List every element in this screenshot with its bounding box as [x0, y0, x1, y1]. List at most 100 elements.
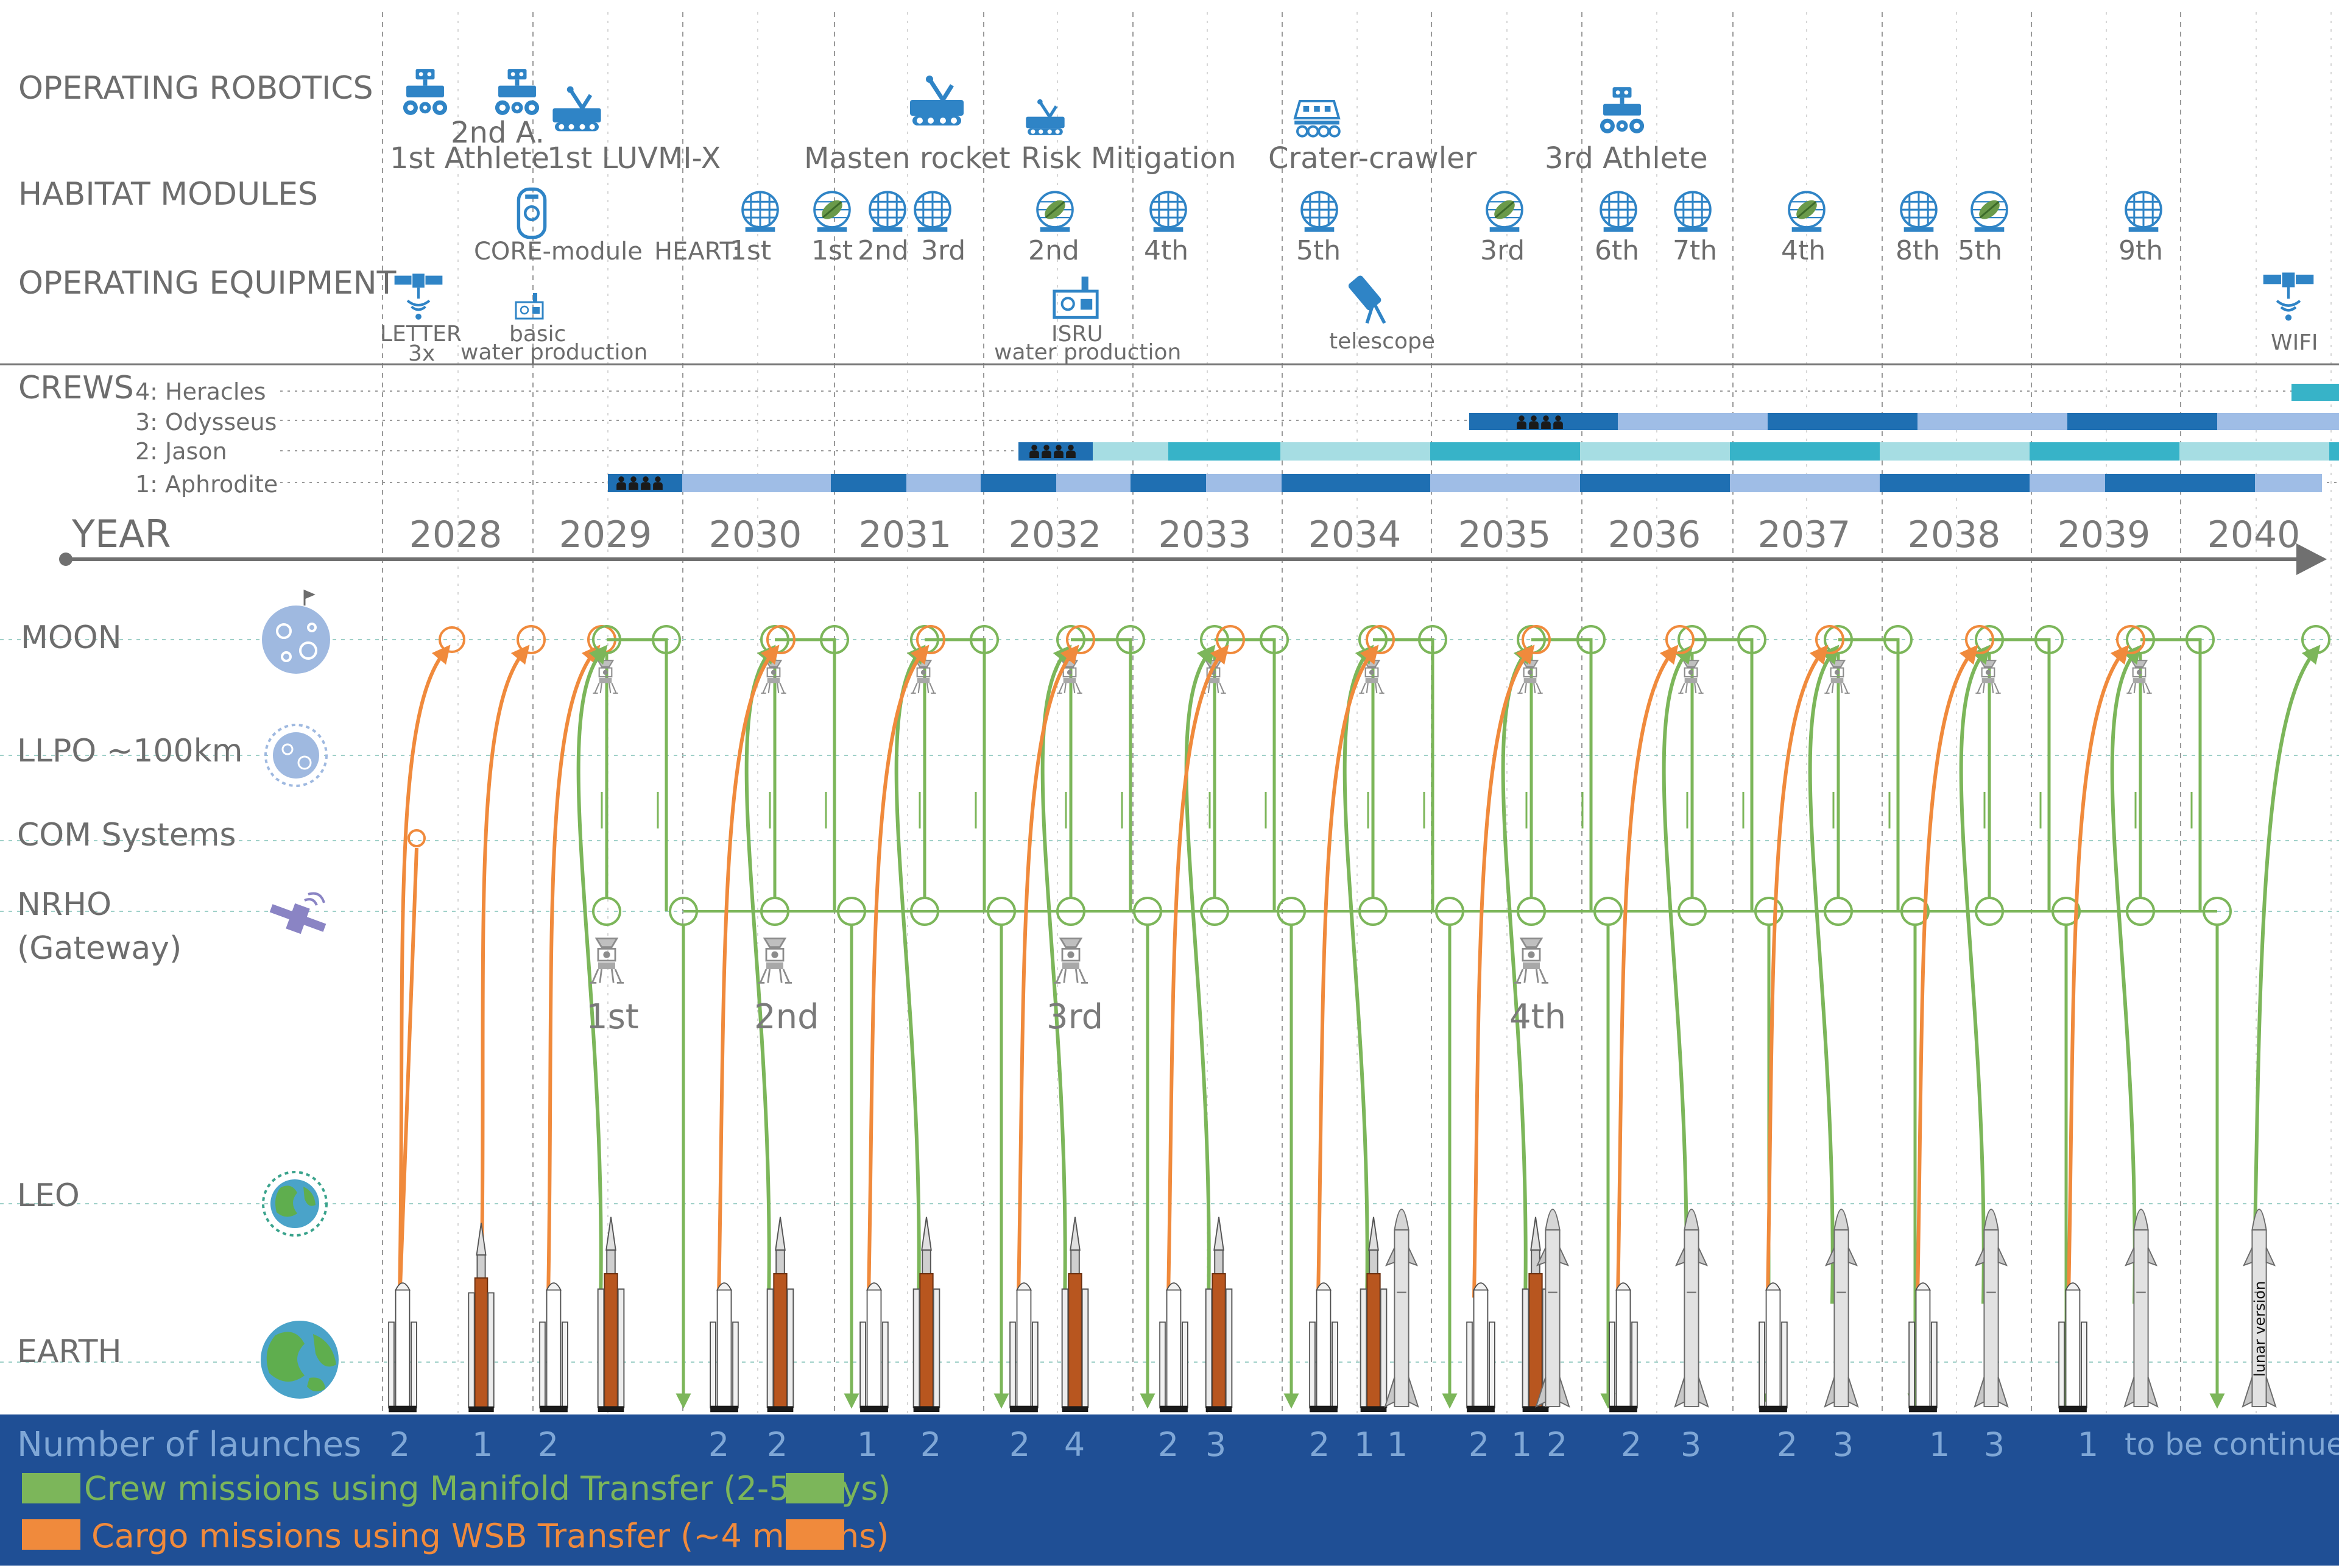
cargo-path: [546, 645, 601, 1298]
sls-rocket-icon: [468, 1222, 495, 1413]
moon-node: [1260, 625, 1289, 654]
cargo-moon-node: [1066, 625, 1095, 654]
starship-rocket-icon: [1384, 1209, 1419, 1407]
cargo-moon-node: [1815, 625, 1844, 654]
crew-segment: [2329, 442, 2339, 461]
cargo-path: [479, 645, 530, 1298]
cargo-moon-node: [1665, 625, 1695, 654]
cargo-moon-node: [1522, 625, 1551, 654]
crew-loop-path: [607, 638, 668, 911]
crew-segment: [906, 474, 981, 492]
cargo-moon-node: [439, 626, 465, 653]
transfer-arrow: [1832, 792, 1891, 828]
moon-node: [2034, 625, 2064, 654]
llpo-moon-icon: [264, 724, 328, 787]
robotics-label: Crater-crawler: [1268, 141, 1477, 175]
year-ticks: 2028 2029 2030 2031 2032 2033 2034 2035 2036 2037…: [409, 514, 2301, 556]
level-label-earth: EARTH: [17, 1333, 122, 1370]
launch-count: 2: [708, 1425, 729, 1464]
crew-arc-path: [576, 645, 608, 1304]
heart-module-icon: [869, 191, 906, 233]
starship-rocket-icon: [1974, 1209, 2009, 1407]
heavy-rocket-icon: [539, 1282, 568, 1413]
equipment-label: telescope: [1329, 329, 1435, 354]
crew-loop-path: [1692, 638, 1754, 911]
launches-title: Number of launches: [17, 1425, 361, 1464]
crew-arc-path: [1342, 645, 1374, 1304]
year-tick: 2036: [1608, 514, 1701, 556]
year-tick: 2035: [1458, 514, 1551, 556]
crew-segment: [2030, 442, 2179, 461]
greenhouse-module-icon: [1036, 191, 1074, 233]
gateway-station-icon: [269, 892, 326, 934]
moon-node: [1737, 625, 1766, 654]
transfer-arrow: [601, 792, 659, 828]
heart-module-icon: [741, 191, 779, 233]
crew-legend-swatch: [22, 1473, 80, 1503]
transfer-arrow: [1983, 792, 2042, 828]
cargo-moon-node: [1965, 625, 1994, 654]
crew-segment: [1430, 474, 1580, 492]
crew-arc-path: [2110, 645, 2142, 1304]
equipment-label: WIFI: [2271, 330, 2318, 355]
moon-node: [1116, 625, 1145, 654]
launch-count: 2: [1309, 1425, 1330, 1464]
crew-loop-path: [1215, 638, 1276, 911]
cargo-path: [1766, 645, 1829, 1298]
crew-segment: [2067, 413, 2217, 430]
robotics-label: Risk Mitigation: [1021, 141, 1236, 175]
crew-arc-path: [2252, 645, 2321, 1304]
crew-loop-path: [1373, 638, 1434, 911]
crew-segment: [682, 474, 831, 492]
launch-count: 2: [1547, 1425, 1567, 1464]
crew-loop-path: [1838, 638, 1900, 911]
cargo-moon-node: [517, 625, 546, 654]
level-label-leo: LEO: [17, 1178, 80, 1214]
row-label-robotics: OPERATING ROBOTICS: [18, 70, 373, 107]
cargo-moon-node: [1216, 625, 1245, 654]
habitat-label: 9th: [2119, 235, 2163, 266]
starship-rocket-icon: [1824, 1209, 1859, 1407]
mission-paths: [398, 625, 2330, 1409]
athlete-robot-icon: [1600, 87, 1645, 133]
crew-segment: [1580, 442, 1730, 461]
year-tick: 2034: [1308, 514, 1402, 556]
equipment-label: LETTER: [380, 322, 462, 347]
launch-count: 3: [1681, 1425, 1701, 1464]
habitat-label: 8th: [1896, 235, 1940, 266]
crew-segment: [1768, 413, 1917, 430]
moon-node: [1418, 625, 1447, 654]
level-label-com: COM Systems: [17, 817, 236, 853]
crew-arc-path: [1040, 645, 1072, 1304]
heavy-rocket-icon: [2058, 1282, 2087, 1413]
cargo-path: [1316, 645, 1379, 1298]
habitat-label: 3rd: [1480, 235, 1525, 266]
crew-loop-path: [775, 638, 836, 911]
year-tick: 2033: [1159, 514, 1252, 556]
crew-name: 1: Aphrodite: [135, 471, 278, 498]
heavy-rocket-icon: [859, 1282, 889, 1413]
heart-module-icon: [1149, 191, 1187, 233]
moon-node: [1576, 625, 1606, 654]
athlete-robot-icon: [403, 69, 448, 115]
robotics-label: 1st LUVMI-X: [547, 141, 721, 175]
axis-start-dot: [59, 553, 72, 566]
heart-module-icon: [1674, 191, 1712, 233]
cargo-moon-node: [766, 625, 796, 654]
crew-loop-path: [1531, 638, 1593, 911]
launch-count: 2: [538, 1425, 559, 1464]
crew-dotted-lines: [280, 390, 2339, 483]
level-label-llpo: LLPO ~100km: [17, 733, 242, 769]
habitat-label: 7th: [1673, 235, 1717, 266]
crew-segment: [2030, 474, 2105, 492]
launch-count: 2: [1009, 1425, 1030, 1464]
transfer-arrow: [2134, 792, 2193, 828]
level-label-gateway: (Gateway): [17, 930, 182, 967]
legend-crew: Crew missions using Manifold Transfer (2…: [84, 1469, 891, 1508]
launch-count: 2: [1621, 1425, 1642, 1464]
heavy-rocket-icon: [1009, 1282, 1039, 1413]
transfer-arrow: [1065, 792, 1123, 828]
launch-count: 3: [1984, 1425, 2005, 1464]
sls-rocket-icon: [1360, 1216, 1388, 1413]
